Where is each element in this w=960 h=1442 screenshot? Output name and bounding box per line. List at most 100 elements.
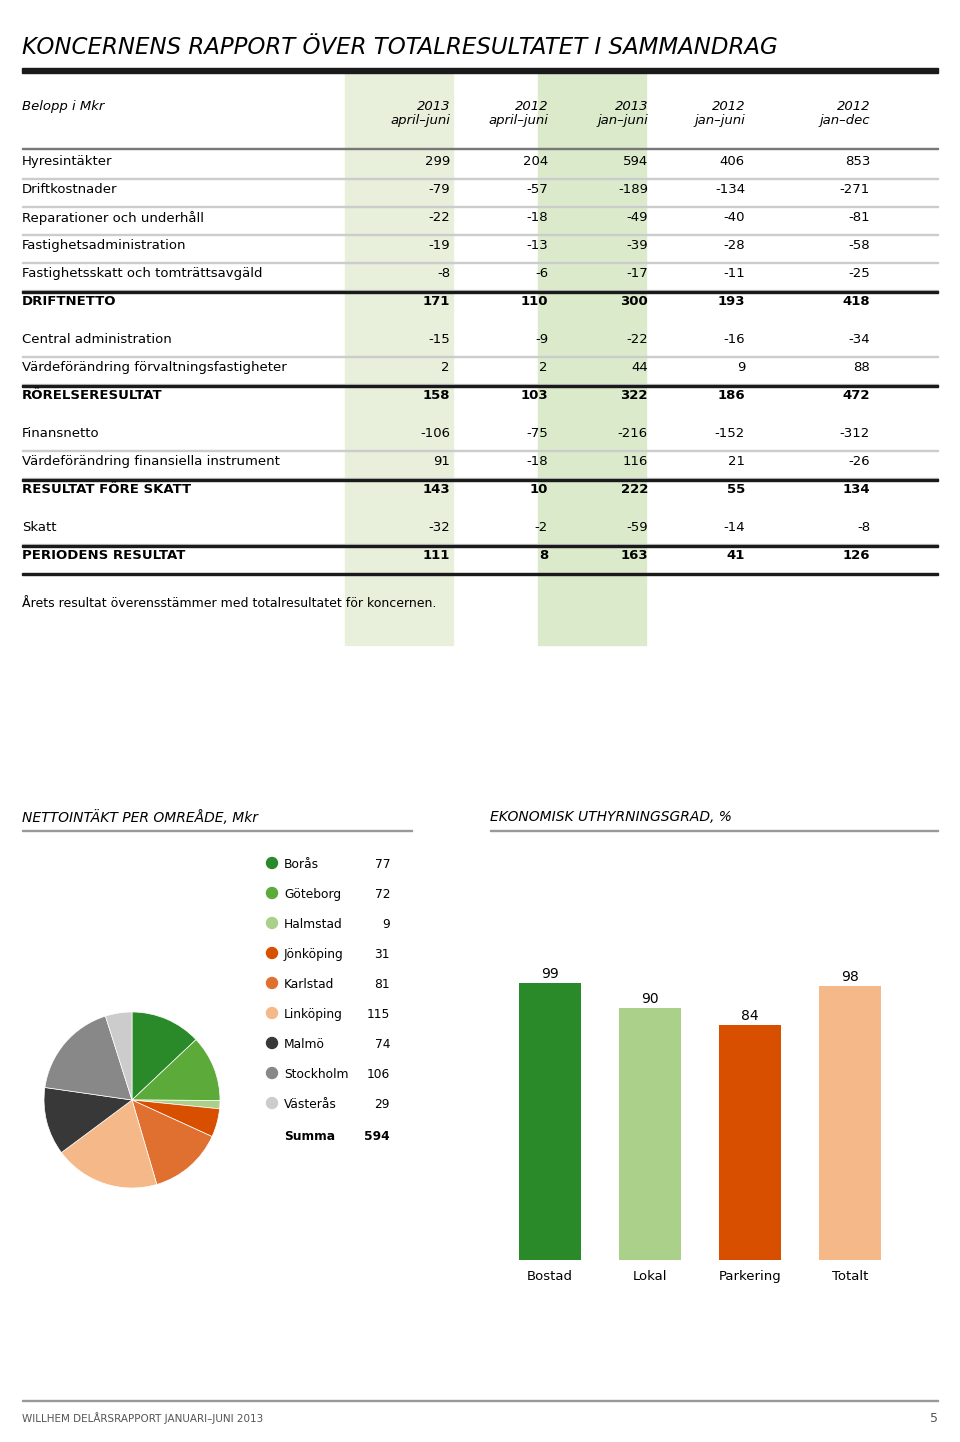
- Bar: [22, 545, 938, 547]
- Text: -18: -18: [526, 211, 548, 224]
- Text: -134: -134: [715, 183, 745, 196]
- Text: -189: -189: [618, 183, 648, 196]
- Text: KONCERNENS RAPPORT ÖVER TOTALRESULTATET I SAMMANDRAG: KONCERNENS RAPPORT ÖVER TOTALRESULTATET …: [22, 36, 778, 59]
- Text: 115: 115: [367, 1008, 390, 1021]
- Text: -28: -28: [724, 239, 745, 252]
- Text: 10: 10: [530, 483, 548, 496]
- Text: 186: 186: [717, 389, 745, 402]
- Wedge shape: [61, 1100, 156, 1188]
- Text: 163: 163: [620, 549, 648, 562]
- Text: 2: 2: [540, 360, 548, 373]
- Wedge shape: [132, 1100, 220, 1109]
- Text: jan–juni: jan–juni: [597, 114, 648, 127]
- Text: 77: 77: [374, 858, 390, 871]
- Text: PERIODENS RESULTAT: PERIODENS RESULTAT: [22, 549, 185, 562]
- Text: DRIFTNETTO: DRIFTNETTO: [22, 296, 116, 309]
- Bar: [619, 1008, 681, 1260]
- Text: -14: -14: [724, 521, 745, 534]
- Text: -2: -2: [535, 521, 548, 534]
- Text: -271: -271: [840, 183, 870, 196]
- Text: -22: -22: [626, 333, 648, 346]
- Text: -17: -17: [626, 267, 648, 280]
- Text: 98: 98: [841, 969, 859, 983]
- Text: 106: 106: [367, 1069, 390, 1082]
- Wedge shape: [44, 1087, 132, 1152]
- Text: Borås: Borås: [284, 858, 319, 871]
- Text: 126: 126: [843, 549, 870, 562]
- Text: Finansnetto: Finansnetto: [22, 427, 100, 440]
- Text: 2013: 2013: [614, 99, 648, 112]
- Text: Linköping: Linköping: [284, 1008, 343, 1021]
- Text: Jönköping: Jönköping: [284, 947, 344, 960]
- Text: -25: -25: [849, 267, 870, 280]
- Text: -57: -57: [526, 183, 548, 196]
- Text: -152: -152: [715, 427, 745, 440]
- Circle shape: [267, 887, 277, 898]
- Text: 103: 103: [520, 389, 548, 402]
- Text: -8: -8: [857, 521, 870, 534]
- Bar: [22, 572, 938, 575]
- Wedge shape: [132, 1100, 220, 1136]
- Bar: [819, 986, 881, 1260]
- Text: 134: 134: [842, 483, 870, 496]
- Text: 406: 406: [720, 154, 745, 169]
- Text: Halmstad: Halmstad: [284, 919, 343, 932]
- Text: -79: -79: [428, 183, 450, 196]
- Text: 853: 853: [845, 154, 870, 169]
- Text: Stockholm: Stockholm: [284, 1069, 348, 1082]
- Text: -26: -26: [849, 456, 870, 469]
- Text: 41: 41: [727, 549, 745, 562]
- Text: 29: 29: [374, 1097, 390, 1110]
- Text: -106: -106: [420, 427, 450, 440]
- Text: -58: -58: [849, 239, 870, 252]
- Text: 158: 158: [422, 389, 450, 402]
- Text: 2012: 2012: [836, 99, 870, 112]
- Text: 31: 31: [374, 947, 390, 960]
- Text: 594: 594: [365, 1131, 390, 1144]
- Text: Belopp i Mkr: Belopp i Mkr: [22, 99, 105, 112]
- Text: 55: 55: [727, 483, 745, 496]
- Text: -39: -39: [626, 239, 648, 252]
- Wedge shape: [45, 1017, 132, 1100]
- Text: Driftkostnader: Driftkostnader: [22, 183, 117, 196]
- Text: -216: -216: [618, 427, 648, 440]
- Text: jan–juni: jan–juni: [694, 114, 745, 127]
- Circle shape: [267, 947, 277, 959]
- Text: 91: 91: [433, 456, 450, 469]
- Text: april–juni: april–juni: [390, 114, 450, 127]
- Text: -59: -59: [626, 521, 648, 534]
- Text: Skatt: Skatt: [22, 521, 57, 534]
- Text: -40: -40: [724, 211, 745, 224]
- Text: -11: -11: [723, 267, 745, 280]
- Text: 44: 44: [632, 360, 648, 373]
- Text: Årets resultat överensstämmer med totalresultatet för koncernen.: Årets resultat överensstämmer med totalr…: [22, 597, 437, 610]
- Text: 5: 5: [930, 1412, 938, 1425]
- Text: 8: 8: [539, 549, 548, 562]
- Wedge shape: [132, 1100, 212, 1184]
- Text: Hyresintäkter: Hyresintäkter: [22, 154, 112, 169]
- Text: 299: 299: [424, 154, 450, 169]
- Text: 90: 90: [641, 992, 659, 1007]
- Text: 2013: 2013: [417, 99, 450, 112]
- Circle shape: [267, 1067, 277, 1079]
- Text: EKONOMISK UTHYRNINGSGRAD, %: EKONOMISK UTHYRNINGSGRAD, %: [490, 810, 732, 823]
- Text: Malmö: Malmö: [284, 1038, 325, 1051]
- Wedge shape: [132, 1012, 196, 1100]
- Text: 418: 418: [842, 296, 870, 309]
- Text: Västerås: Västerås: [284, 1097, 337, 1110]
- Text: 2: 2: [442, 360, 450, 373]
- Text: 110: 110: [520, 296, 548, 309]
- Circle shape: [267, 1008, 277, 1018]
- Text: 116: 116: [623, 456, 648, 469]
- Circle shape: [267, 1097, 277, 1109]
- Circle shape: [267, 917, 277, 929]
- Text: Central administration: Central administration: [22, 333, 172, 346]
- Text: -18: -18: [526, 456, 548, 469]
- Text: 143: 143: [422, 483, 450, 496]
- Bar: [22, 479, 938, 482]
- Wedge shape: [106, 1012, 132, 1100]
- Text: -34: -34: [849, 333, 870, 346]
- Text: 222: 222: [620, 483, 648, 496]
- Text: 9: 9: [382, 919, 390, 932]
- Text: -75: -75: [526, 427, 548, 440]
